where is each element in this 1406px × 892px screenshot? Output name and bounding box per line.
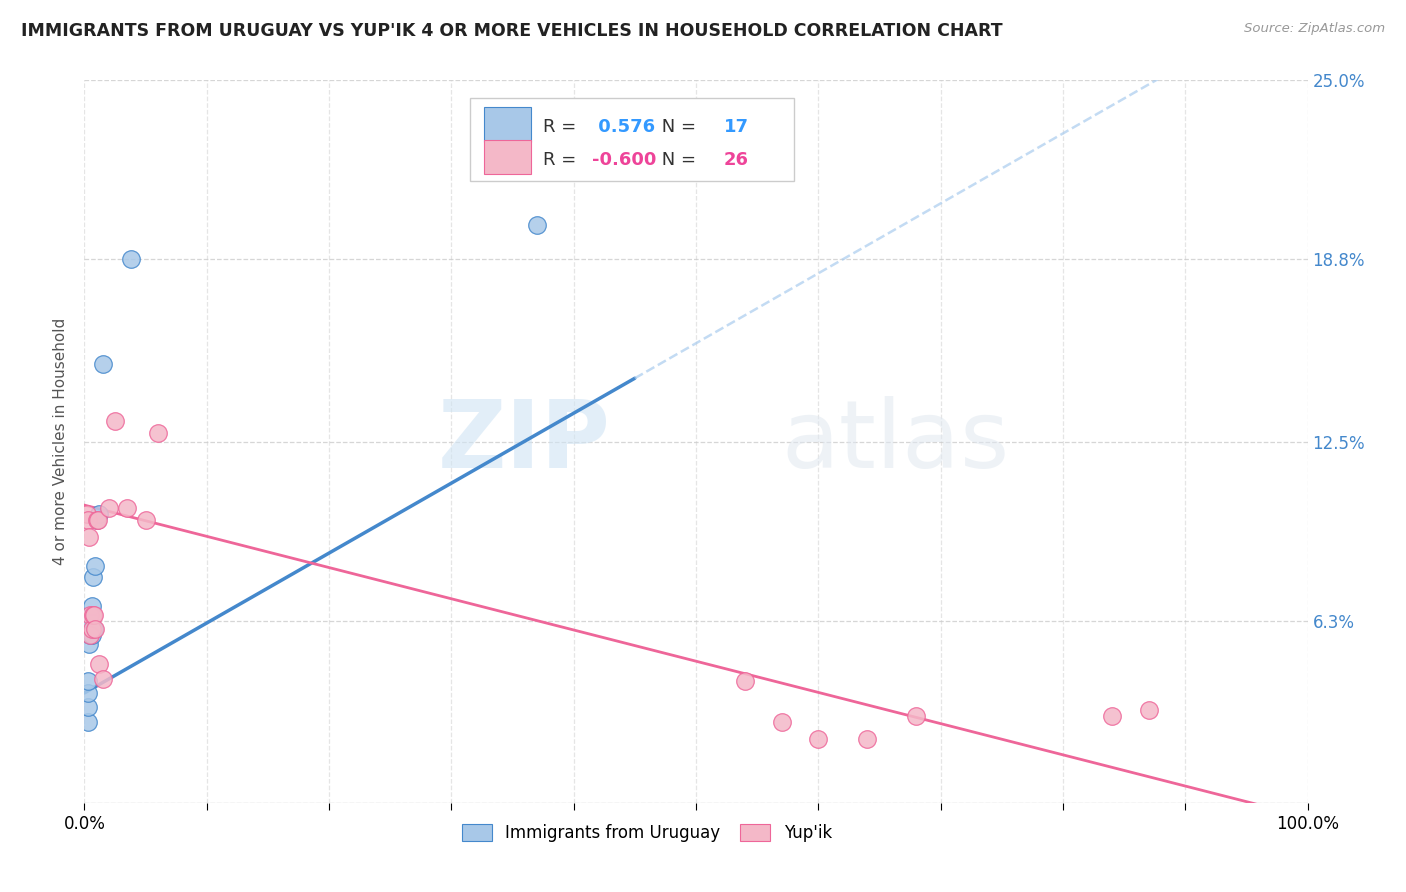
Point — [80, 628, 103, 642]
Point — [135, 512, 157, 526]
Point — [77, 686, 100, 700]
FancyBboxPatch shape — [484, 107, 531, 142]
Point — [87, 657, 110, 671]
Text: IMMIGRANTS FROM URUGUAY VS YUP'IK 4 OR MORE VEHICLES IN HOUSEHOLD CORRELATION CH: IMMIGRANTS FROM URUGUAY VS YUP'IK 4 OR M… — [21, 22, 1002, 40]
Point — [84, 558, 107, 573]
Text: R =: R = — [543, 118, 582, 136]
Point — [83, 623, 105, 637]
Point — [91, 672, 114, 686]
Text: -0.600: -0.600 — [592, 151, 662, 169]
FancyBboxPatch shape — [484, 139, 531, 174]
Point — [79, 607, 101, 622]
Text: Source: ZipAtlas.com: Source: ZipAtlas.com — [1244, 22, 1385, 36]
Point — [82, 570, 104, 584]
Text: 0.576: 0.576 — [592, 118, 661, 136]
Legend: Immigrants from Uruguay, Yup'ik: Immigrants from Uruguay, Yup'ik — [456, 817, 839, 848]
Point — [104, 414, 127, 428]
Point — [83, 607, 105, 622]
FancyBboxPatch shape — [470, 98, 794, 181]
Point — [91, 357, 114, 371]
Text: R =: R = — [543, 151, 582, 169]
Point — [87, 512, 110, 526]
Point — [77, 714, 100, 729]
Text: ZIP: ZIP — [437, 395, 610, 488]
Point — [77, 512, 100, 526]
Point — [97, 501, 120, 516]
Point — [77, 530, 100, 544]
Text: 26: 26 — [724, 151, 749, 169]
Point — [80, 599, 103, 614]
Point — [79, 628, 101, 642]
Point — [856, 732, 879, 747]
Point — [80, 623, 103, 637]
Point — [79, 628, 101, 642]
Point — [120, 252, 142, 267]
Point — [76, 507, 98, 521]
Point — [87, 507, 110, 521]
Point — [526, 218, 548, 232]
Point — [1101, 709, 1123, 723]
Text: N =: N = — [655, 151, 702, 169]
Point — [146, 425, 169, 440]
Point — [77, 700, 100, 714]
Point — [115, 501, 138, 516]
Point — [77, 674, 100, 689]
Point — [734, 674, 756, 689]
Point — [84, 623, 107, 637]
Y-axis label: 4 or more Vehicles in Household: 4 or more Vehicles in Household — [53, 318, 69, 566]
Point — [1137, 703, 1160, 717]
Point — [82, 607, 104, 622]
Point — [905, 709, 928, 723]
Point — [807, 732, 830, 747]
Text: atlas: atlas — [782, 395, 1010, 488]
Text: N =: N = — [655, 118, 702, 136]
Point — [77, 637, 100, 651]
Point — [86, 512, 108, 526]
Text: 17: 17 — [724, 118, 749, 136]
Point — [79, 614, 101, 628]
Point — [770, 714, 793, 729]
Point — [86, 512, 108, 526]
